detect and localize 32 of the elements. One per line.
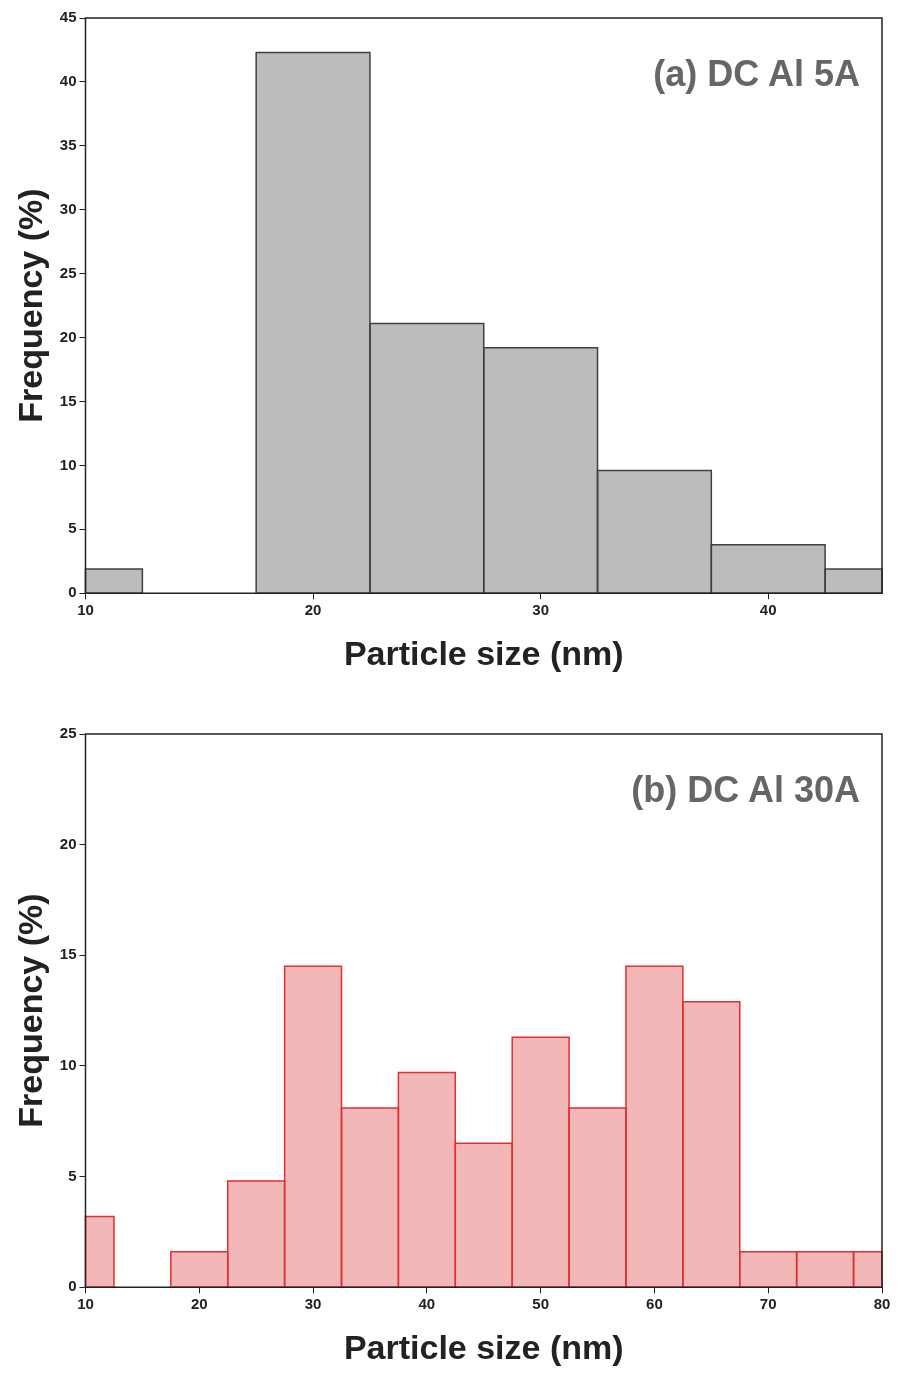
x-tick-label: 80: [873, 1295, 891, 1313]
y-axis-title: Frequency (%): [10, 893, 49, 1128]
x-tick-label: 40: [759, 601, 777, 619]
annotation: (a) DC Al 5A: [653, 52, 860, 94]
y-tick-label: 30: [59, 199, 77, 217]
x-axis-title: Particle size (nm): [343, 633, 624, 672]
y-axis-title: Frequency (%): [10, 188, 49, 423]
x-tick-label: 70: [759, 1295, 777, 1313]
y-tick-label: 40: [59, 72, 77, 90]
x-tick-label: 40: [418, 1295, 436, 1313]
y-tick-label: 20: [59, 834, 77, 852]
y-tick-label: 25: [59, 263, 77, 281]
y-tick-label: 10: [59, 1056, 77, 1074]
y-tick-label: 5: [68, 1166, 77, 1184]
y-tick-label: 5: [68, 519, 77, 537]
y-tick-label: 15: [59, 945, 77, 963]
y-tick-label: 20: [59, 327, 77, 345]
y-tick-label: 45: [59, 8, 77, 26]
y-tick-label: 15: [59, 391, 77, 409]
y-tick-label: 25: [59, 724, 77, 742]
x-tick-label: 20: [304, 601, 322, 619]
x-tick-label: 60: [646, 1295, 663, 1313]
x-tick-label: 30: [304, 1295, 322, 1313]
annotation: (b) DC Al 30A: [631, 768, 860, 810]
x-tick-label: 50: [532, 1295, 549, 1313]
x-tick-label: 30: [532, 601, 549, 619]
y-tick-label: 0: [68, 1277, 77, 1295]
x-axis-title: Particle size (nm): [343, 1327, 624, 1366]
x-tick-label: 20: [190, 1295, 208, 1313]
y-tick-label: 10: [59, 455, 77, 473]
y-tick-label: 0: [68, 583, 77, 601]
y-tick-label: 35: [59, 135, 77, 153]
